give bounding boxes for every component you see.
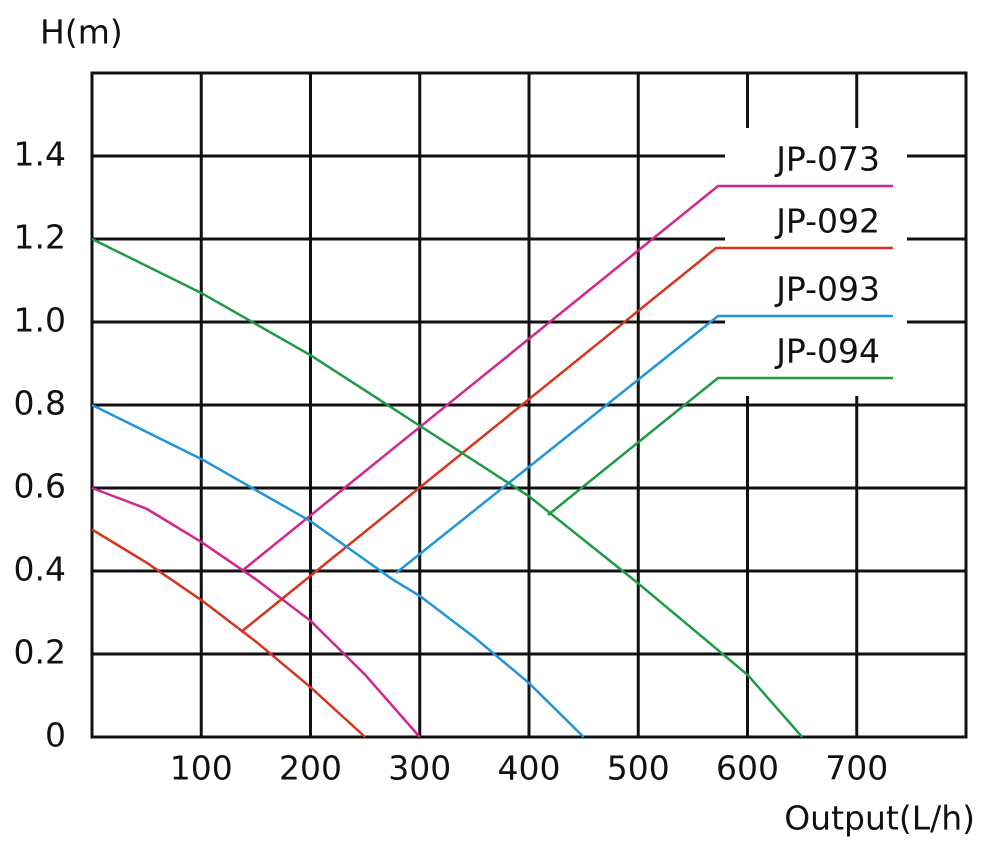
legend-label: JP-073 — [774, 140, 880, 179]
y-tick-label: 0 — [45, 716, 66, 755]
legend-leader — [240, 246, 893, 633]
y-tick-label: 1.4 — [14, 135, 66, 174]
legend-background — [725, 128, 907, 396]
series-line — [91, 486, 421, 738]
y-tick-label: 0.8 — [14, 384, 66, 423]
y-tick-label: 0.6 — [14, 467, 66, 506]
legend-leader — [242, 184, 893, 571]
legend-leader — [547, 376, 893, 516]
x-tick-label: 600 — [716, 749, 779, 788]
legend-label: JP-092 — [774, 202, 880, 241]
x-tick-label: 400 — [498, 749, 561, 788]
x-axis-label: Output(L/h) — [784, 799, 975, 838]
legend-leader — [395, 314, 893, 574]
legend-label: JP-094 — [774, 332, 880, 371]
series-line — [91, 528, 366, 738]
x-tick-label: 100 — [170, 749, 233, 788]
x-tick-label: 200 — [279, 749, 342, 788]
y-tick-label: 1.2 — [14, 218, 66, 257]
series-line — [91, 403, 585, 738]
series-line — [91, 237, 804, 738]
y-tick-label: 0.2 — [14, 633, 66, 672]
y-tick-label: 1.0 — [14, 301, 66, 340]
y-axis-label: H(m) — [40, 13, 123, 52]
x-tick-label: 700 — [825, 749, 888, 788]
x-tick-label: 300 — [388, 749, 451, 788]
y-tick-label: 0.4 — [14, 550, 66, 589]
x-tick-label: 500 — [607, 749, 670, 788]
legend-label: JP-093 — [774, 270, 880, 309]
